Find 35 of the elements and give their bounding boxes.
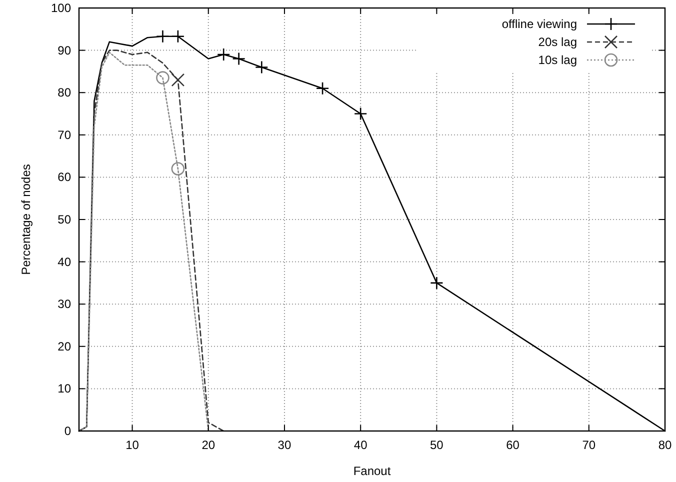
y-axis-title: Percentage of nodes	[19, 164, 33, 275]
y-tick-label: 80	[58, 86, 72, 100]
legend-label: offline viewing	[502, 17, 577, 31]
x-tick-label: 40	[354, 438, 368, 452]
y-tick-label: 0	[64, 424, 72, 438]
y-tick-label: 50	[58, 212, 72, 226]
x-tick-label: 50	[430, 438, 444, 452]
x-tick-label: 60	[506, 438, 520, 452]
y-tick-label: 40	[58, 254, 72, 269]
point	[232, 52, 246, 66]
y-tick-label: 60	[58, 170, 72, 184]
x-axis-title: Fanout	[353, 464, 392, 478]
y-tick-label: 20	[58, 339, 72, 354]
point	[216, 48, 230, 62]
x-tick-label: 10	[126, 438, 140, 452]
x-tick-label: 70	[582, 438, 596, 452]
x-tick-label: 20	[202, 438, 216, 452]
point	[430, 276, 444, 290]
point	[171, 162, 185, 176]
point	[255, 60, 268, 74]
x-tick-label: 30	[278, 438, 292, 452]
point	[316, 82, 330, 96]
x-tick-label: 80	[658, 438, 672, 452]
point	[354, 107, 368, 120]
point	[171, 30, 185, 43]
point	[156, 30, 170, 43]
legend-label: 20s lag	[538, 35, 577, 49]
y-tick-label: 10	[58, 382, 72, 396]
y-tick-label: 100	[50, 1, 72, 15]
legend-label: 10s lag	[538, 53, 577, 67]
y-tick-label: 90	[58, 43, 72, 58]
y-tick-label: 30	[58, 297, 72, 312]
point	[171, 73, 185, 87]
y-tick-label: 70	[58, 128, 72, 142]
point	[156, 71, 170, 84]
